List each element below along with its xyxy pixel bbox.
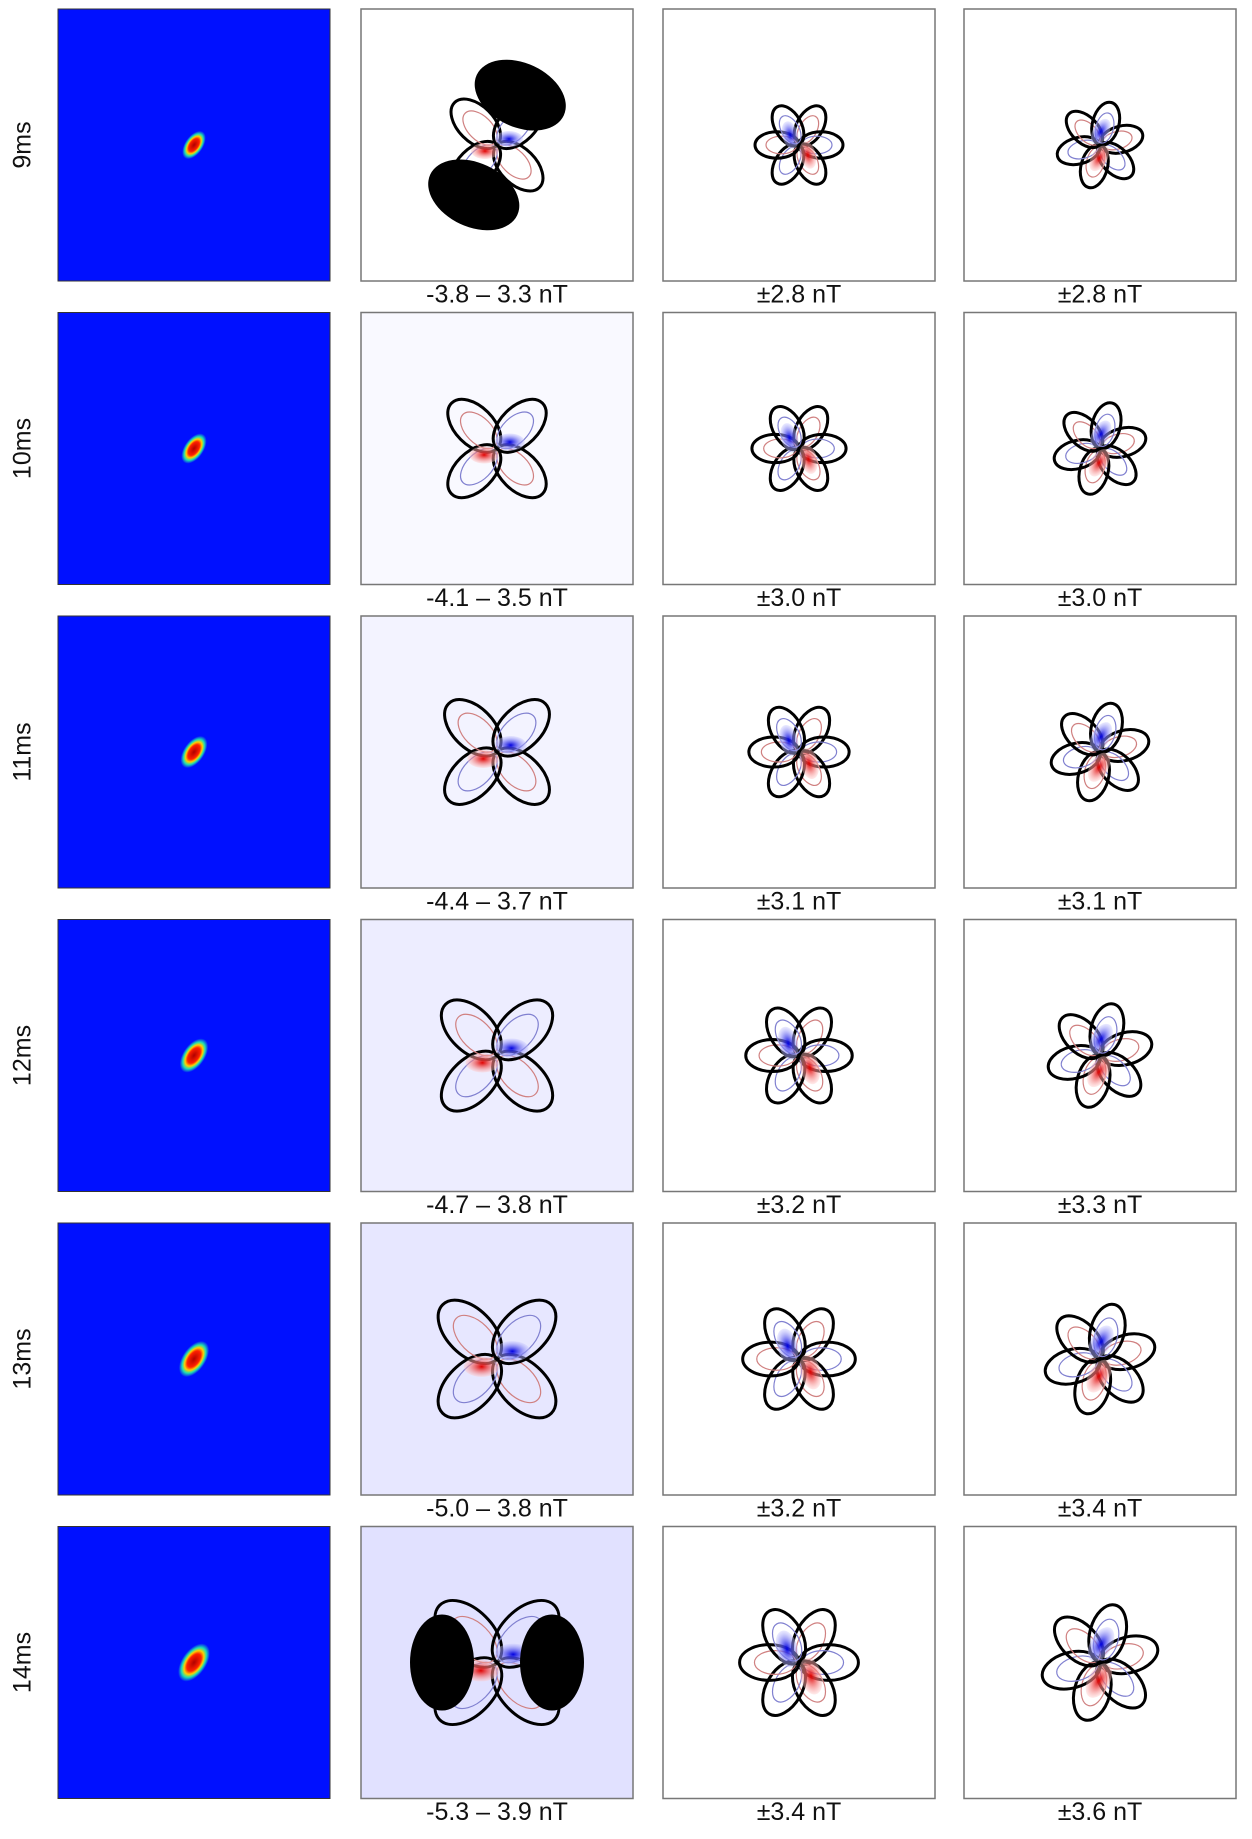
field-panel	[663, 1527, 935, 1799]
field-blue	[495, 736, 527, 754]
row-label: 14ms	[9, 1632, 37, 1693]
panel-caption: ±3.2 nT	[757, 1495, 842, 1523]
panel-caption: ±2.8 nT	[757, 281, 842, 309]
panel-caption: ±3.1 nT	[1058, 888, 1143, 916]
field-red	[467, 750, 499, 768]
panel-caption: ±3.2 nT	[757, 1191, 842, 1219]
field-panel	[663, 313, 935, 585]
panel-caption: ±3.4 nT	[1058, 1495, 1143, 1523]
field-red	[466, 1053, 500, 1072]
panel-caption: -4.7 – 3.8 nT	[426, 1191, 568, 1219]
field-panel	[361, 1527, 633, 1799]
field-blue	[494, 1341, 530, 1361]
field-panel	[361, 313, 633, 585]
panel-caption: ±3.4 nT	[757, 1798, 842, 1826]
panel-caption: ±3.0 nT	[757, 584, 842, 612]
row-label: 9ms	[9, 121, 37, 168]
field-panel	[663, 920, 935, 1192]
field-panel	[964, 920, 1236, 1192]
field-panel	[964, 1527, 1236, 1799]
field-panel	[964, 9, 1236, 281]
panel-caption: ±3.6 nT	[1058, 1798, 1143, 1826]
field-panel	[361, 1223, 633, 1495]
field-blue	[495, 434, 525, 451]
dark-lobe	[520, 1615, 584, 1711]
panel-caption: ±3.1 nT	[757, 888, 842, 916]
row-label: 11ms	[9, 722, 37, 781]
panel-caption: ±3.0 nT	[1058, 584, 1143, 612]
panel-caption: -3.8 – 3.3 nT	[426, 281, 568, 309]
field-panel	[663, 616, 935, 888]
field-red	[471, 143, 499, 159]
field-red	[469, 446, 499, 463]
row-label: 10ms	[9, 418, 37, 479]
panel-caption: -5.3 – 3.9 nT	[426, 1798, 568, 1826]
panel-caption: -5.0 – 3.8 nT	[426, 1495, 568, 1523]
panel-caption: -4.1 – 3.5 nT	[426, 584, 568, 612]
dark-lobe	[410, 1615, 474, 1711]
panel-caption: ±3.3 nT	[1058, 1191, 1143, 1219]
field-panel	[361, 920, 633, 1192]
field-panel	[361, 616, 633, 888]
figure: 9ms -3.8 – 3.3 nT ±2.8 nT ±2.8 nT 10ms -4.1 –…	[0, 0, 1252, 1839]
field-panel	[964, 616, 1236, 888]
row-label: 12ms	[9, 1025, 37, 1086]
field-blue	[495, 131, 523, 147]
row-label: 13ms	[9, 1328, 37, 1389]
field-panel	[964, 1223, 1236, 1495]
panel-caption: ±2.8 nT	[1058, 281, 1143, 309]
panel-caption: -4.4 – 3.7 nT	[426, 888, 568, 916]
field-blue	[495, 1039, 529, 1058]
field-panel	[663, 1223, 935, 1495]
field-panel	[663, 9, 935, 281]
field-panel	[361, 9, 633, 281]
field-panel	[964, 313, 1236, 585]
field-red	[464, 1356, 500, 1376]
